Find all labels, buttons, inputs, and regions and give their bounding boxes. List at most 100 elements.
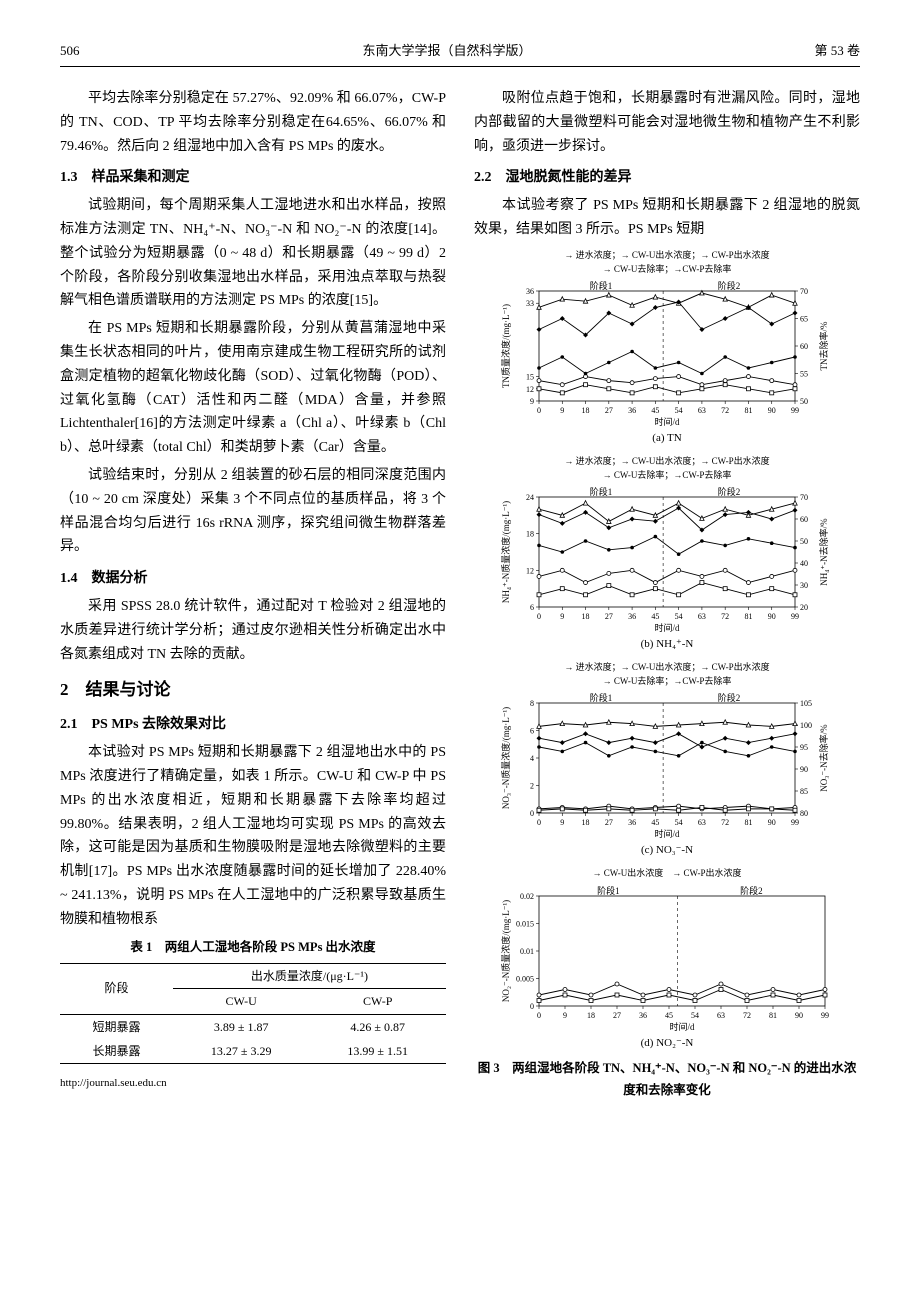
svg-text:4: 4 (530, 754, 534, 763)
svg-text:阶段2: 阶段2 (740, 885, 763, 896)
chart-a-sub: (a) TN (474, 429, 860, 448)
svg-text:30: 30 (800, 581, 808, 590)
svg-text:0.015: 0.015 (516, 919, 534, 928)
td: 3.89 ± 1.87 (173, 1014, 310, 1039)
chart-d-legend: → CW-U出水浓度 → CW-P出水浓度 (474, 868, 860, 880)
right-column: 吸附位点趋于饱和，长期暴露时有泄漏风险。同时，湿地内部截留的大量微塑料可能会对湿… (474, 87, 860, 1105)
svg-text:81: 81 (744, 612, 752, 621)
svg-text:18: 18 (582, 818, 590, 827)
svg-text:36: 36 (639, 1011, 647, 1020)
svg-text:阶段2: 阶段2 (718, 280, 741, 291)
left-column: 平均去除率分别稳定在 57.27%、92.09% 和 66.07%，CW-P 的… (60, 87, 446, 1105)
svg-text:27: 27 (605, 406, 613, 415)
svg-text:50: 50 (800, 397, 808, 406)
svg-text:90: 90 (800, 765, 808, 774)
svg-text:72: 72 (743, 1011, 751, 1020)
svg-text:55: 55 (800, 370, 808, 379)
chart-b-legend1: → 进水浓度；→ CW-U出水浓度；→ CW-P出水浓度 (474, 456, 860, 468)
svg-text:9: 9 (560, 612, 564, 621)
svg-text:105: 105 (800, 699, 812, 708)
svg-text:2: 2 (530, 782, 534, 791)
chart-c-svg: 阶段1阶段20918273645546372819099时间/d02468NO₃… (497, 689, 837, 839)
fig3-caption: 图 3 两组湿地各阶段 TN、NH₄⁺-N、NO₃⁻-N 和 NO₂⁻-N 的进… (474, 1058, 860, 1101)
chart-c-legend2: → CW-U去除率；→CW-P去除率 (474, 676, 860, 688)
svg-text:9: 9 (560, 406, 564, 415)
svg-text:TN质量浓度/(mg·L⁻¹): TN质量浓度/(mg·L⁻¹) (500, 304, 511, 388)
svg-text:63: 63 (698, 818, 706, 827)
heading-1-3: 1.3 样品采集和测定 (60, 166, 446, 190)
volume: 第 53 卷 (814, 40, 860, 62)
th-stage: 阶段 (60, 963, 173, 1014)
svg-text:18: 18 (526, 530, 534, 539)
th-conc: 出水质量浓度/(μg·L⁻¹) (173, 963, 446, 988)
svg-text:0.005: 0.005 (516, 974, 534, 983)
svg-text:99: 99 (791, 406, 799, 415)
svg-text:18: 18 (582, 612, 590, 621)
svg-text:6: 6 (530, 603, 534, 612)
svg-text:63: 63 (717, 1011, 725, 1020)
svg-text:NO₃⁻-N去除率/%: NO₃⁻-N去除率/% (818, 724, 829, 792)
svg-text:36: 36 (628, 612, 636, 621)
svg-text:45: 45 (665, 1011, 673, 1020)
svg-text:27: 27 (613, 1011, 621, 1020)
svg-text:27: 27 (605, 818, 613, 827)
svg-text:90: 90 (768, 612, 776, 621)
svg-text:36: 36 (628, 818, 636, 827)
svg-text:12: 12 (526, 385, 534, 394)
svg-text:0.01: 0.01 (520, 947, 534, 956)
svg-text:45: 45 (651, 612, 659, 621)
svg-text:60: 60 (800, 342, 808, 351)
th-cwp: CW-P (309, 989, 446, 1014)
chart-d-sub: (d) NO₂⁻-N (474, 1034, 860, 1053)
chart-c-no3: → 进水浓度；→ CW-U出水浓度；→ CW-P出水浓度 → CW-U去除率；→… (474, 662, 860, 860)
heading-2: 2 结果与讨论 (60, 676, 446, 705)
svg-text:NH₄⁺-N去除率/%: NH₄⁺-N去除率/% (818, 518, 829, 586)
svg-text:0: 0 (530, 1002, 534, 1011)
para: 平均去除率分别稳定在 57.27%、92.09% 和 66.07%，CW-P 的… (60, 87, 446, 158)
chart-d-no2: → CW-U出水浓度 → CW-P出水浓度 阶段1阶段2091827364554… (474, 868, 860, 1052)
svg-text:18: 18 (587, 1011, 595, 1020)
svg-text:90: 90 (795, 1011, 803, 1020)
svg-text:63: 63 (698, 406, 706, 415)
svg-text:54: 54 (691, 1011, 699, 1020)
chart-b-nh4: → 进水浓度；→ CW-U出水浓度；→ CW-P出水浓度 → CW-U去除率；→… (474, 456, 860, 654)
svg-text:12: 12 (526, 567, 534, 576)
heading-2-1: 2.1 PS MPs 去除效果对比 (60, 713, 446, 737)
th-cwu: CW-U (173, 989, 310, 1014)
svg-text:NO₃⁻-N质量浓度/(mg·L⁻¹): NO₃⁻-N质量浓度/(mg·L⁻¹) (500, 707, 511, 809)
td: 13.27 ± 3.29 (173, 1039, 310, 1064)
svg-text:20: 20 (800, 603, 808, 612)
svg-text:9: 9 (560, 818, 564, 827)
svg-text:33: 33 (526, 299, 534, 308)
svg-text:时间/d: 时间/d (654, 416, 680, 427)
chart-b-svg: 阶段1阶段20918273645546372819099时间/d6121824N… (497, 483, 837, 633)
svg-text:36: 36 (628, 406, 636, 415)
svg-text:阶段1: 阶段1 (597, 885, 620, 896)
svg-text:90: 90 (768, 406, 776, 415)
svg-text:90: 90 (768, 818, 776, 827)
svg-text:15: 15 (526, 373, 534, 382)
svg-text:54: 54 (675, 612, 683, 621)
svg-text:45: 45 (651, 818, 659, 827)
svg-text:0: 0 (537, 1011, 541, 1020)
td: 长期暴露 (60, 1039, 173, 1064)
chart-c-legend1: → 进水浓度；→ CW-U出水浓度；→ CW-P出水浓度 (474, 662, 860, 674)
para: 吸附位点趋于饱和，长期暴露时有泄漏风险。同时，湿地内部截留的大量微塑料可能会对湿… (474, 87, 860, 158)
svg-text:72: 72 (721, 406, 729, 415)
svg-text:100: 100 (800, 721, 812, 730)
svg-text:0: 0 (537, 818, 541, 827)
svg-text:阶段1: 阶段1 (590, 280, 613, 291)
chart-a-tn: → 进水浓度；→ CW-U出水浓度；→ CW-P出水浓度 → CW-U去除率；→… (474, 250, 860, 448)
svg-text:18: 18 (582, 406, 590, 415)
svg-text:0: 0 (537, 406, 541, 415)
svg-text:36: 36 (526, 287, 534, 296)
svg-text:阶段1: 阶段1 (590, 692, 613, 703)
svg-text:0: 0 (537, 612, 541, 621)
svg-text:50: 50 (800, 537, 808, 546)
svg-text:70: 70 (800, 493, 808, 502)
svg-text:45: 45 (651, 406, 659, 415)
svg-text:54: 54 (675, 818, 683, 827)
svg-text:85: 85 (800, 787, 808, 796)
svg-text:95: 95 (800, 743, 808, 752)
svg-text:阶段2: 阶段2 (718, 692, 741, 703)
